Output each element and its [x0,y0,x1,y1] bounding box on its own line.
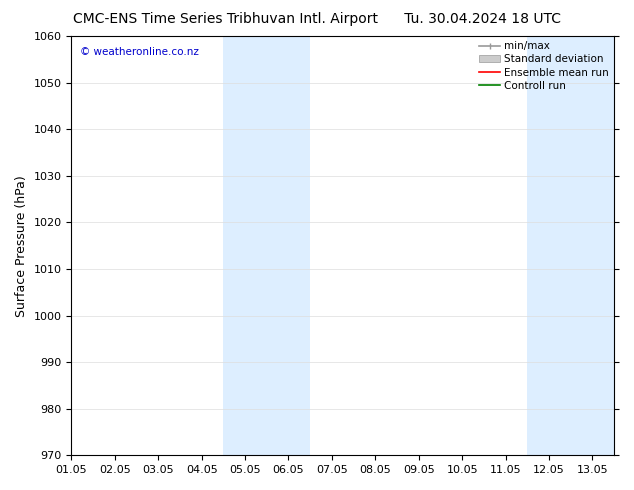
Bar [527,36,614,455]
Text: © weatheronline.co.nz: © weatheronline.co.nz [79,47,198,57]
Bar [223,36,310,455]
Text: CMC-ENS Time Series Tribhuvan Intl. Airport      Tu. 30.04.2024 18 UTC: CMC-ENS Time Series Tribhuvan Intl. Airp… [73,12,561,26]
Y-axis label: Surface Pressure (hPa): Surface Pressure (hPa) [15,175,28,317]
Legend: min/max, Standard deviation, Ensemble mean run, Controll run: min/max, Standard deviation, Ensemble me… [476,38,612,94]
